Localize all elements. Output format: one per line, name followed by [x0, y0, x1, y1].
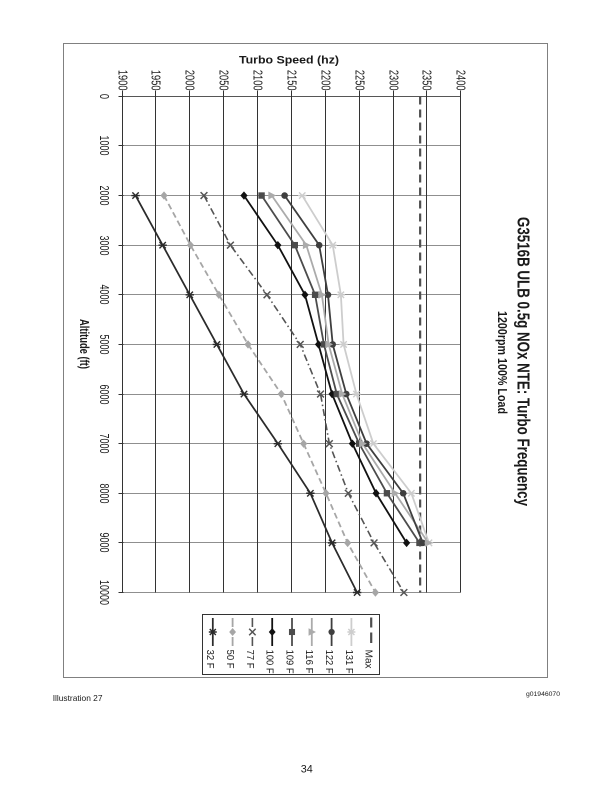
- svg-text:9000: 9000: [97, 533, 112, 553]
- svg-text:G3516B ULB 0.5g NOx NTE: Turbo: G3516B ULB 0.5g NOx NTE: Turbo Frequency: [514, 217, 534, 506]
- svg-text:Turbo Speed (hz): Turbo Speed (hz): [239, 55, 339, 67]
- svg-text:3000: 3000: [97, 236, 112, 256]
- svg-text:Altitude (ft): Altitude (ft): [77, 319, 91, 369]
- svg-text:109 F: 109 F: [283, 650, 294, 674]
- svg-text:5000: 5000: [97, 335, 112, 355]
- svg-text:2400: 2400: [454, 70, 469, 91]
- svg-text:10000: 10000: [97, 580, 112, 605]
- svg-text:2350: 2350: [420, 70, 435, 91]
- svg-text:2150: 2150: [285, 70, 300, 91]
- svg-text:100 F: 100 F: [264, 650, 275, 674]
- svg-text:Illustration 27: Illustration 27: [53, 693, 103, 703]
- svg-text:1000: 1000: [97, 136, 112, 156]
- svg-text:8000: 8000: [97, 484, 112, 504]
- svg-text:131 F: 131 F: [343, 650, 354, 674]
- svg-text:2000: 2000: [97, 186, 112, 206]
- svg-text:34: 34: [301, 764, 313, 776]
- svg-text:1950: 1950: [149, 70, 164, 91]
- svg-text:7000: 7000: [97, 434, 112, 454]
- svg-text:Max: Max: [363, 650, 374, 669]
- svg-text:77 F: 77 F: [244, 650, 255, 669]
- svg-text:2100: 2100: [251, 70, 266, 91]
- svg-text:1900: 1900: [116, 70, 131, 91]
- svg-text:2200: 2200: [319, 70, 334, 91]
- svg-text:1200rpm 100% Load: 1200rpm 100% Load: [495, 311, 510, 414]
- svg-text:50 F: 50 F: [224, 650, 235, 669]
- svg-text:g01946070: g01946070: [526, 691, 560, 698]
- svg-text:2300: 2300: [387, 70, 402, 91]
- svg-text:4000: 4000: [97, 285, 112, 305]
- svg-text:2250: 2250: [353, 70, 368, 91]
- svg-text:116 F: 116 F: [303, 650, 314, 674]
- svg-text:2000: 2000: [183, 70, 198, 91]
- svg-text:0: 0: [97, 94, 112, 99]
- svg-text:122 F: 122 F: [323, 650, 334, 674]
- svg-text:2050: 2050: [217, 70, 232, 91]
- svg-text:32 F: 32 F: [204, 650, 215, 669]
- svg-text:6000: 6000: [97, 385, 112, 405]
